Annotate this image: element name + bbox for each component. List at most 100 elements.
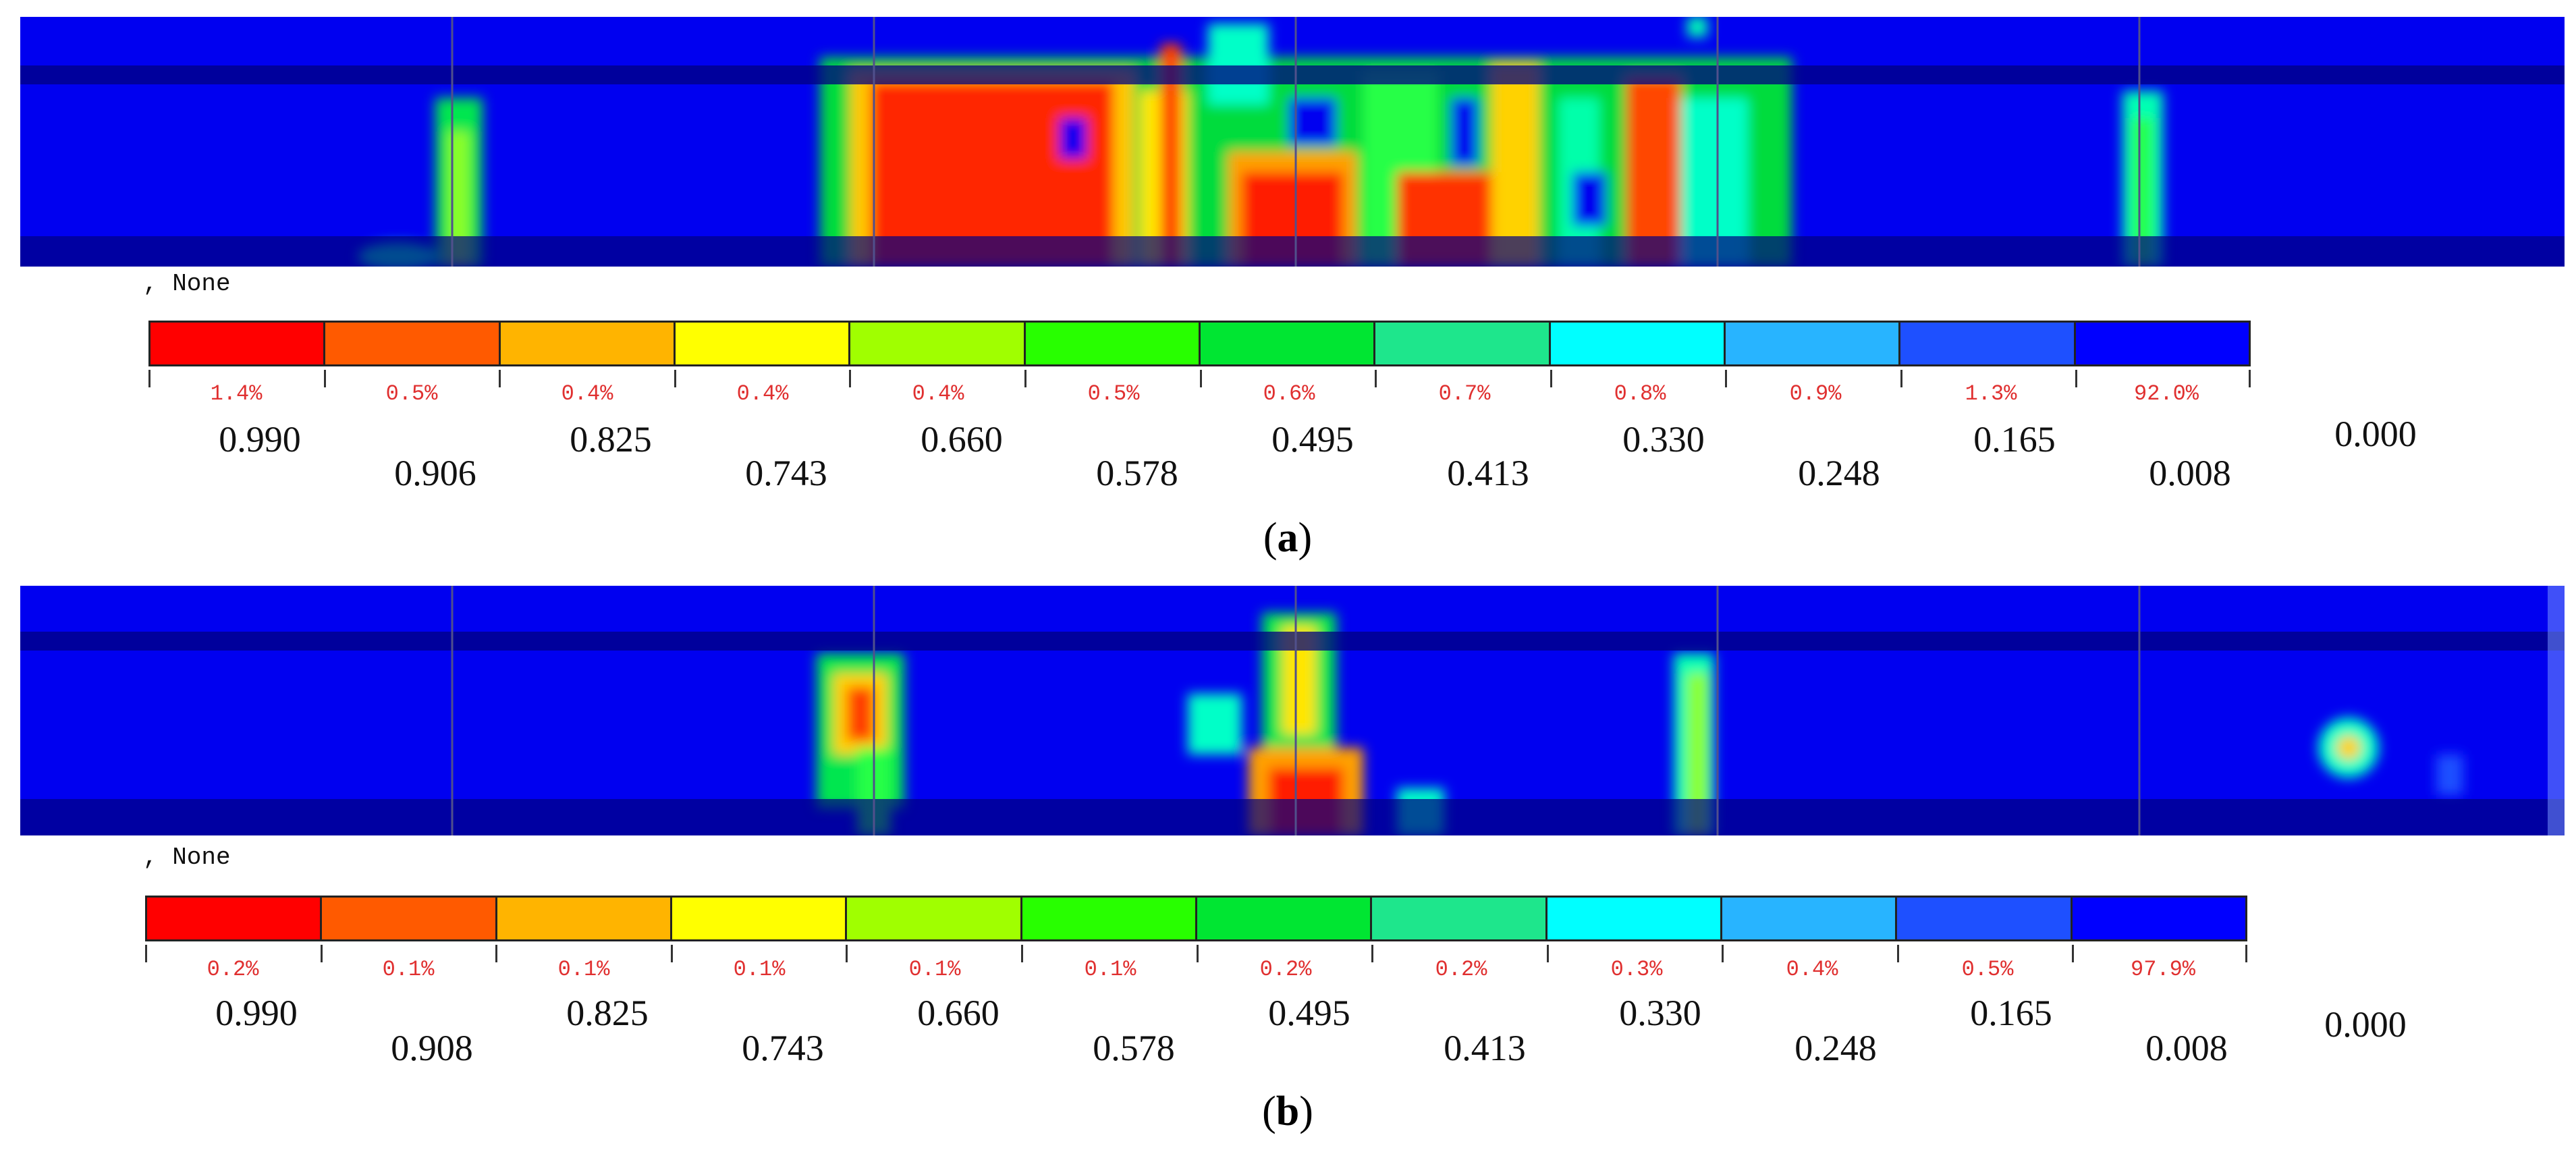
legend-tick — [849, 370, 851, 387]
panel-caption-a: (a) — [1186, 514, 1389, 562]
caption-letter: b — [1276, 1089, 1300, 1134]
legend-swatch — [497, 898, 672, 939]
legend-swatch — [1372, 898, 1547, 939]
legend-value: 0.743 — [742, 1028, 824, 1068]
legend-swatch — [1897, 898, 2073, 939]
legend-value: 0.330 — [1619, 993, 1701, 1033]
legend-swatch — [150, 323, 326, 364]
legend-value: 0.330 — [1622, 419, 1705, 460]
legend-percentage: 0.5% — [1087, 381, 1140, 406]
legend-tick — [1197, 945, 1199, 962]
legend-swatch — [147, 898, 323, 939]
legend-value: 0.248 — [1798, 453, 1880, 493]
legend-percentage: 0.6% — [1263, 381, 1315, 406]
legend-swatch — [1900, 323, 2076, 364]
legend-swatch — [1550, 323, 1726, 364]
legend-value: 0.825 — [566, 993, 649, 1033]
legend-value: 0.413 — [1447, 453, 1529, 493]
legend-percentage: 1.3% — [1965, 381, 2017, 406]
legend-value: 0.660 — [917, 993, 999, 1033]
legend-swatch — [2072, 898, 2245, 939]
legend-swatch — [322, 898, 497, 939]
legend-ticks-b — [145, 945, 2247, 964]
legend-percentage: 0.8% — [1614, 381, 1666, 406]
color-legend-a — [148, 321, 2251, 366]
legend-swatch — [2075, 323, 2249, 364]
legend-value: 0.906 — [394, 453, 476, 493]
legend-value: 0.495 — [1271, 419, 1354, 460]
legend-swatch — [847, 898, 1022, 939]
legend-title-b: , None — [143, 844, 231, 871]
legend-tick — [1371, 945, 1373, 962]
legend-percentage: 0.2% — [1435, 957, 1487, 982]
legend-swatch — [1722, 898, 1898, 939]
legend-percentage: 0.2% — [1259, 957, 1312, 982]
legend-percentage: 0.4% — [561, 381, 613, 406]
legend-swatch — [1725, 323, 1901, 364]
legend-swatch — [1022, 898, 1197, 939]
legend-value: 0.743 — [745, 453, 827, 493]
legend-swatch — [672, 898, 848, 939]
caption-open: ( — [1262, 1089, 1276, 1134]
legend-tick — [1900, 370, 1902, 387]
legend-percentage: 0.1% — [733, 957, 786, 982]
legend-swatch — [1375, 323, 1551, 364]
caption-open: ( — [1263, 515, 1278, 561]
legend-percentage: 0.1% — [1084, 957, 1136, 982]
legend-tick — [495, 945, 497, 962]
legend-percentage: 1.4% — [210, 381, 263, 406]
legend-value: 0.165 — [1970, 993, 2052, 1033]
legend-percentage: 0.4% — [1786, 957, 1838, 982]
legend-value-end: 0.000 — [2324, 1004, 2407, 1045]
legend-percentage: 92.0% — [2133, 381, 2199, 406]
color-legend-b — [145, 896, 2247, 941]
legend-percentage: 0.1% — [382, 957, 435, 982]
legend-percentage: 0.4% — [736, 381, 789, 406]
legend-value: 0.660 — [921, 419, 1003, 460]
panel-caption-b: (b) — [1186, 1088, 1389, 1136]
legend-value: 0.578 — [1096, 453, 1178, 493]
legend-value: 0.825 — [570, 419, 652, 460]
legend-tick — [499, 370, 501, 387]
legend-swatch — [850, 323, 1026, 364]
damage-contour-plot-b — [20, 586, 2565, 835]
legend-percentage: 0.1% — [908, 957, 961, 982]
legend-tick — [1725, 370, 1727, 387]
legend-tick — [671, 945, 673, 962]
legend-tick — [674, 370, 676, 387]
legend-percentage: 0.1% — [557, 957, 610, 982]
legend-swatch — [1025, 323, 1201, 364]
legend-percentage: 0.9% — [1789, 381, 1842, 406]
legend-tick — [145, 945, 147, 962]
legend-tick — [1024, 370, 1026, 387]
legend-tick — [1722, 945, 1724, 962]
legend-tick — [324, 370, 326, 387]
legend-tick — [1375, 370, 1377, 387]
legend-tick — [2249, 370, 2251, 387]
damage-contour-plot-a — [20, 17, 2565, 267]
legend-ticks-a — [148, 370, 2251, 389]
legend-value: 0.578 — [1093, 1028, 1175, 1068]
legend-tick — [1897, 945, 1899, 962]
legend-value: 0.990 — [219, 419, 301, 460]
legend-value: 0.165 — [1973, 419, 2056, 460]
legend-percentage: 0.2% — [207, 957, 259, 982]
legend-percentage: 0.7% — [1438, 381, 1491, 406]
legend-title-a: , None — [143, 270, 231, 298]
legend-percentage: 0.3% — [1610, 957, 1663, 982]
legend-tick — [1200, 370, 1202, 387]
legend-value: 0.413 — [1444, 1028, 1526, 1068]
legend-value: 0.495 — [1268, 993, 1350, 1033]
legend-tick — [846, 945, 848, 962]
legend-swatch — [1547, 898, 1722, 939]
legend-swatch — [325, 323, 501, 364]
legend-value: 0.248 — [1794, 1028, 1877, 1068]
legend-value-end: 0.000 — [2334, 414, 2417, 454]
legend-value: 0.008 — [2145, 1028, 2228, 1068]
legend-swatch — [1200, 323, 1376, 364]
caption-letter: a — [1277, 515, 1298, 561]
legend-tick — [148, 370, 150, 387]
legend-swatch — [500, 323, 676, 364]
legend-tick — [321, 945, 323, 962]
legend-value: 0.008 — [2149, 453, 2231, 493]
